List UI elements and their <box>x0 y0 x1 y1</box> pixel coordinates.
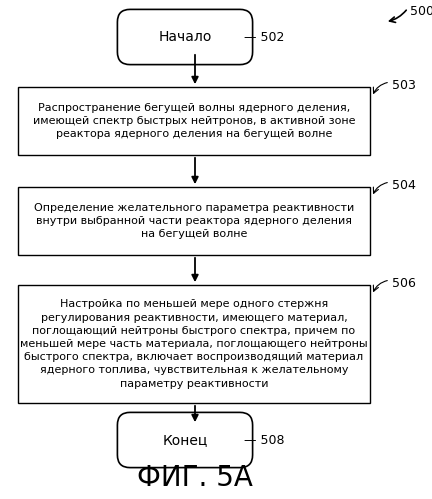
FancyBboxPatch shape <box>118 9 253 64</box>
Text: ФИГ. 5A: ФИГ. 5A <box>137 464 253 492</box>
Text: — 508: — 508 <box>244 434 285 447</box>
Bar <box>18 187 370 255</box>
Text: Определение желательного параметра реактивности
внутри выбранной части реактора : Определение желательного параметра реакт… <box>34 203 354 239</box>
FancyBboxPatch shape <box>118 412 253 468</box>
Text: — 502: — 502 <box>244 30 284 43</box>
Bar <box>18 87 370 155</box>
Text: 500: 500 <box>410 5 432 18</box>
Text: 506: 506 <box>392 277 416 290</box>
Bar <box>18 285 370 403</box>
Text: 503: 503 <box>392 79 416 92</box>
Text: Настройка по меньшей мере одного стержня
регулирования реактивности, имеющего ма: Настройка по меньшей мере одного стержня… <box>20 299 368 389</box>
Text: Распространение бегущей волны ядерного деления,
имеющей спектр быстрых нейтронов: Распространение бегущей волны ядерного д… <box>33 103 355 139</box>
Text: 504: 504 <box>392 179 416 192</box>
Text: Начало: Начало <box>158 30 212 44</box>
Text: Конец: Конец <box>162 433 208 447</box>
